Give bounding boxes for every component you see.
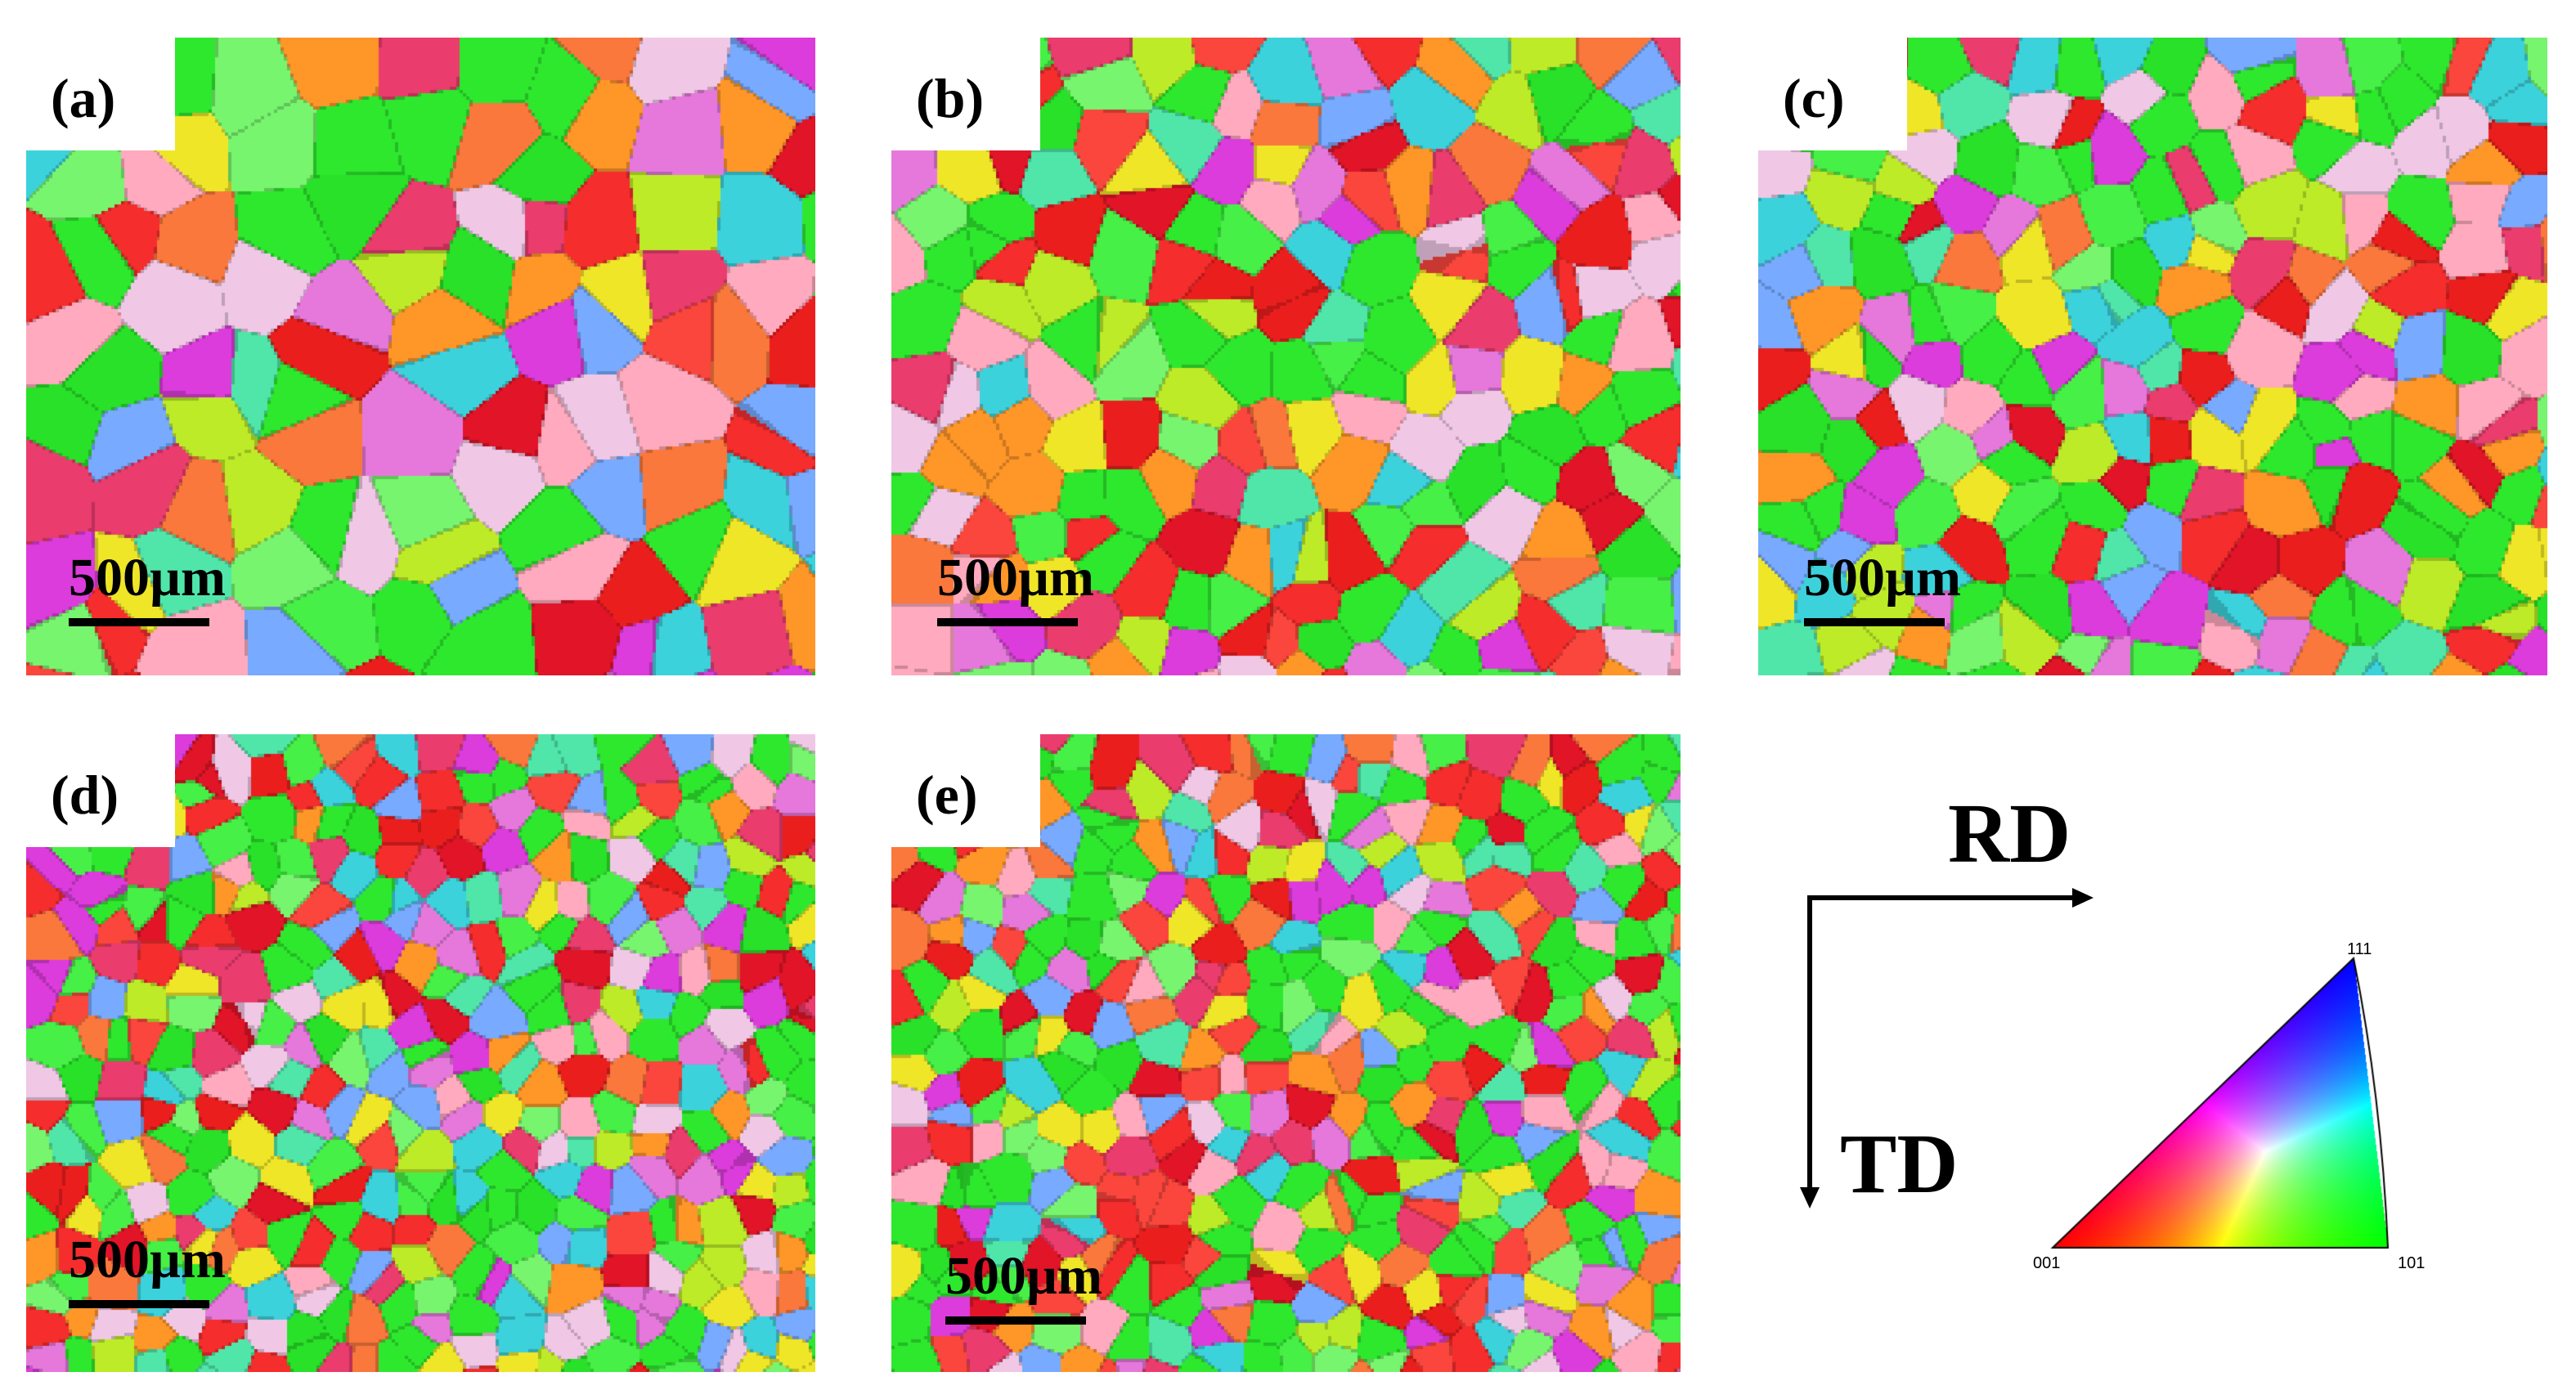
panel-label-e: (e) xyxy=(916,764,978,826)
direction-axes xyxy=(1800,888,2094,1208)
scale-bar-label-c: 500µm xyxy=(1804,548,1962,608)
scale-bar-label-d: 500µm xyxy=(69,1230,227,1289)
scale-bar-line-b xyxy=(937,618,1078,626)
ipf-label-101: 101 xyxy=(2398,1254,2426,1272)
rd-arrowhead xyxy=(2072,888,2094,908)
panel-label-c: (c) xyxy=(1783,67,1845,129)
scale-bar-line-a xyxy=(69,618,209,626)
panel-label-a: (a) xyxy=(51,67,116,129)
ebsd-map-a: (a) 500µm xyxy=(26,38,815,675)
panel-label-box-e: (e) xyxy=(891,734,1040,847)
ipf-label-111: 111 xyxy=(2347,940,2372,958)
panel-label-box-d: (d) xyxy=(26,734,175,847)
ebsd-map-c: (c) 500µm xyxy=(1758,38,2547,675)
scale-bar-line-c xyxy=(1804,618,1945,626)
panel-label-d: (d) xyxy=(51,764,119,826)
scale-bar-label-a: 500µm xyxy=(69,548,227,608)
ipf-label-001: 001 xyxy=(2033,1254,2061,1272)
panel-label-box-c: (c) xyxy=(1758,38,1907,150)
panel-label-box-b: (b) xyxy=(891,38,1040,150)
ipf-color-key: 111 001 101 xyxy=(2028,924,2453,1284)
td-arrowhead xyxy=(1800,1187,1820,1208)
ebsd-map-b: (b) 500µm xyxy=(891,38,1681,675)
ebsd-map-d: (d) 500µm xyxy=(26,734,815,1372)
panel-label-b: (b) xyxy=(916,67,985,129)
scale-bar-label-e: 500µm xyxy=(945,1246,1103,1306)
scale-bar-line-d xyxy=(69,1300,209,1308)
td-label: TD xyxy=(1840,1117,1959,1211)
rd-label: RD xyxy=(1948,787,2071,881)
ebsd-map-e: (e) 500µm xyxy=(891,734,1681,1372)
scale-bar-line-e xyxy=(945,1316,1086,1325)
scale-bar-label-b: 500µm xyxy=(937,548,1095,608)
ipf-triangle xyxy=(2028,924,2453,1284)
panel-label-box-a: (a) xyxy=(26,38,175,150)
